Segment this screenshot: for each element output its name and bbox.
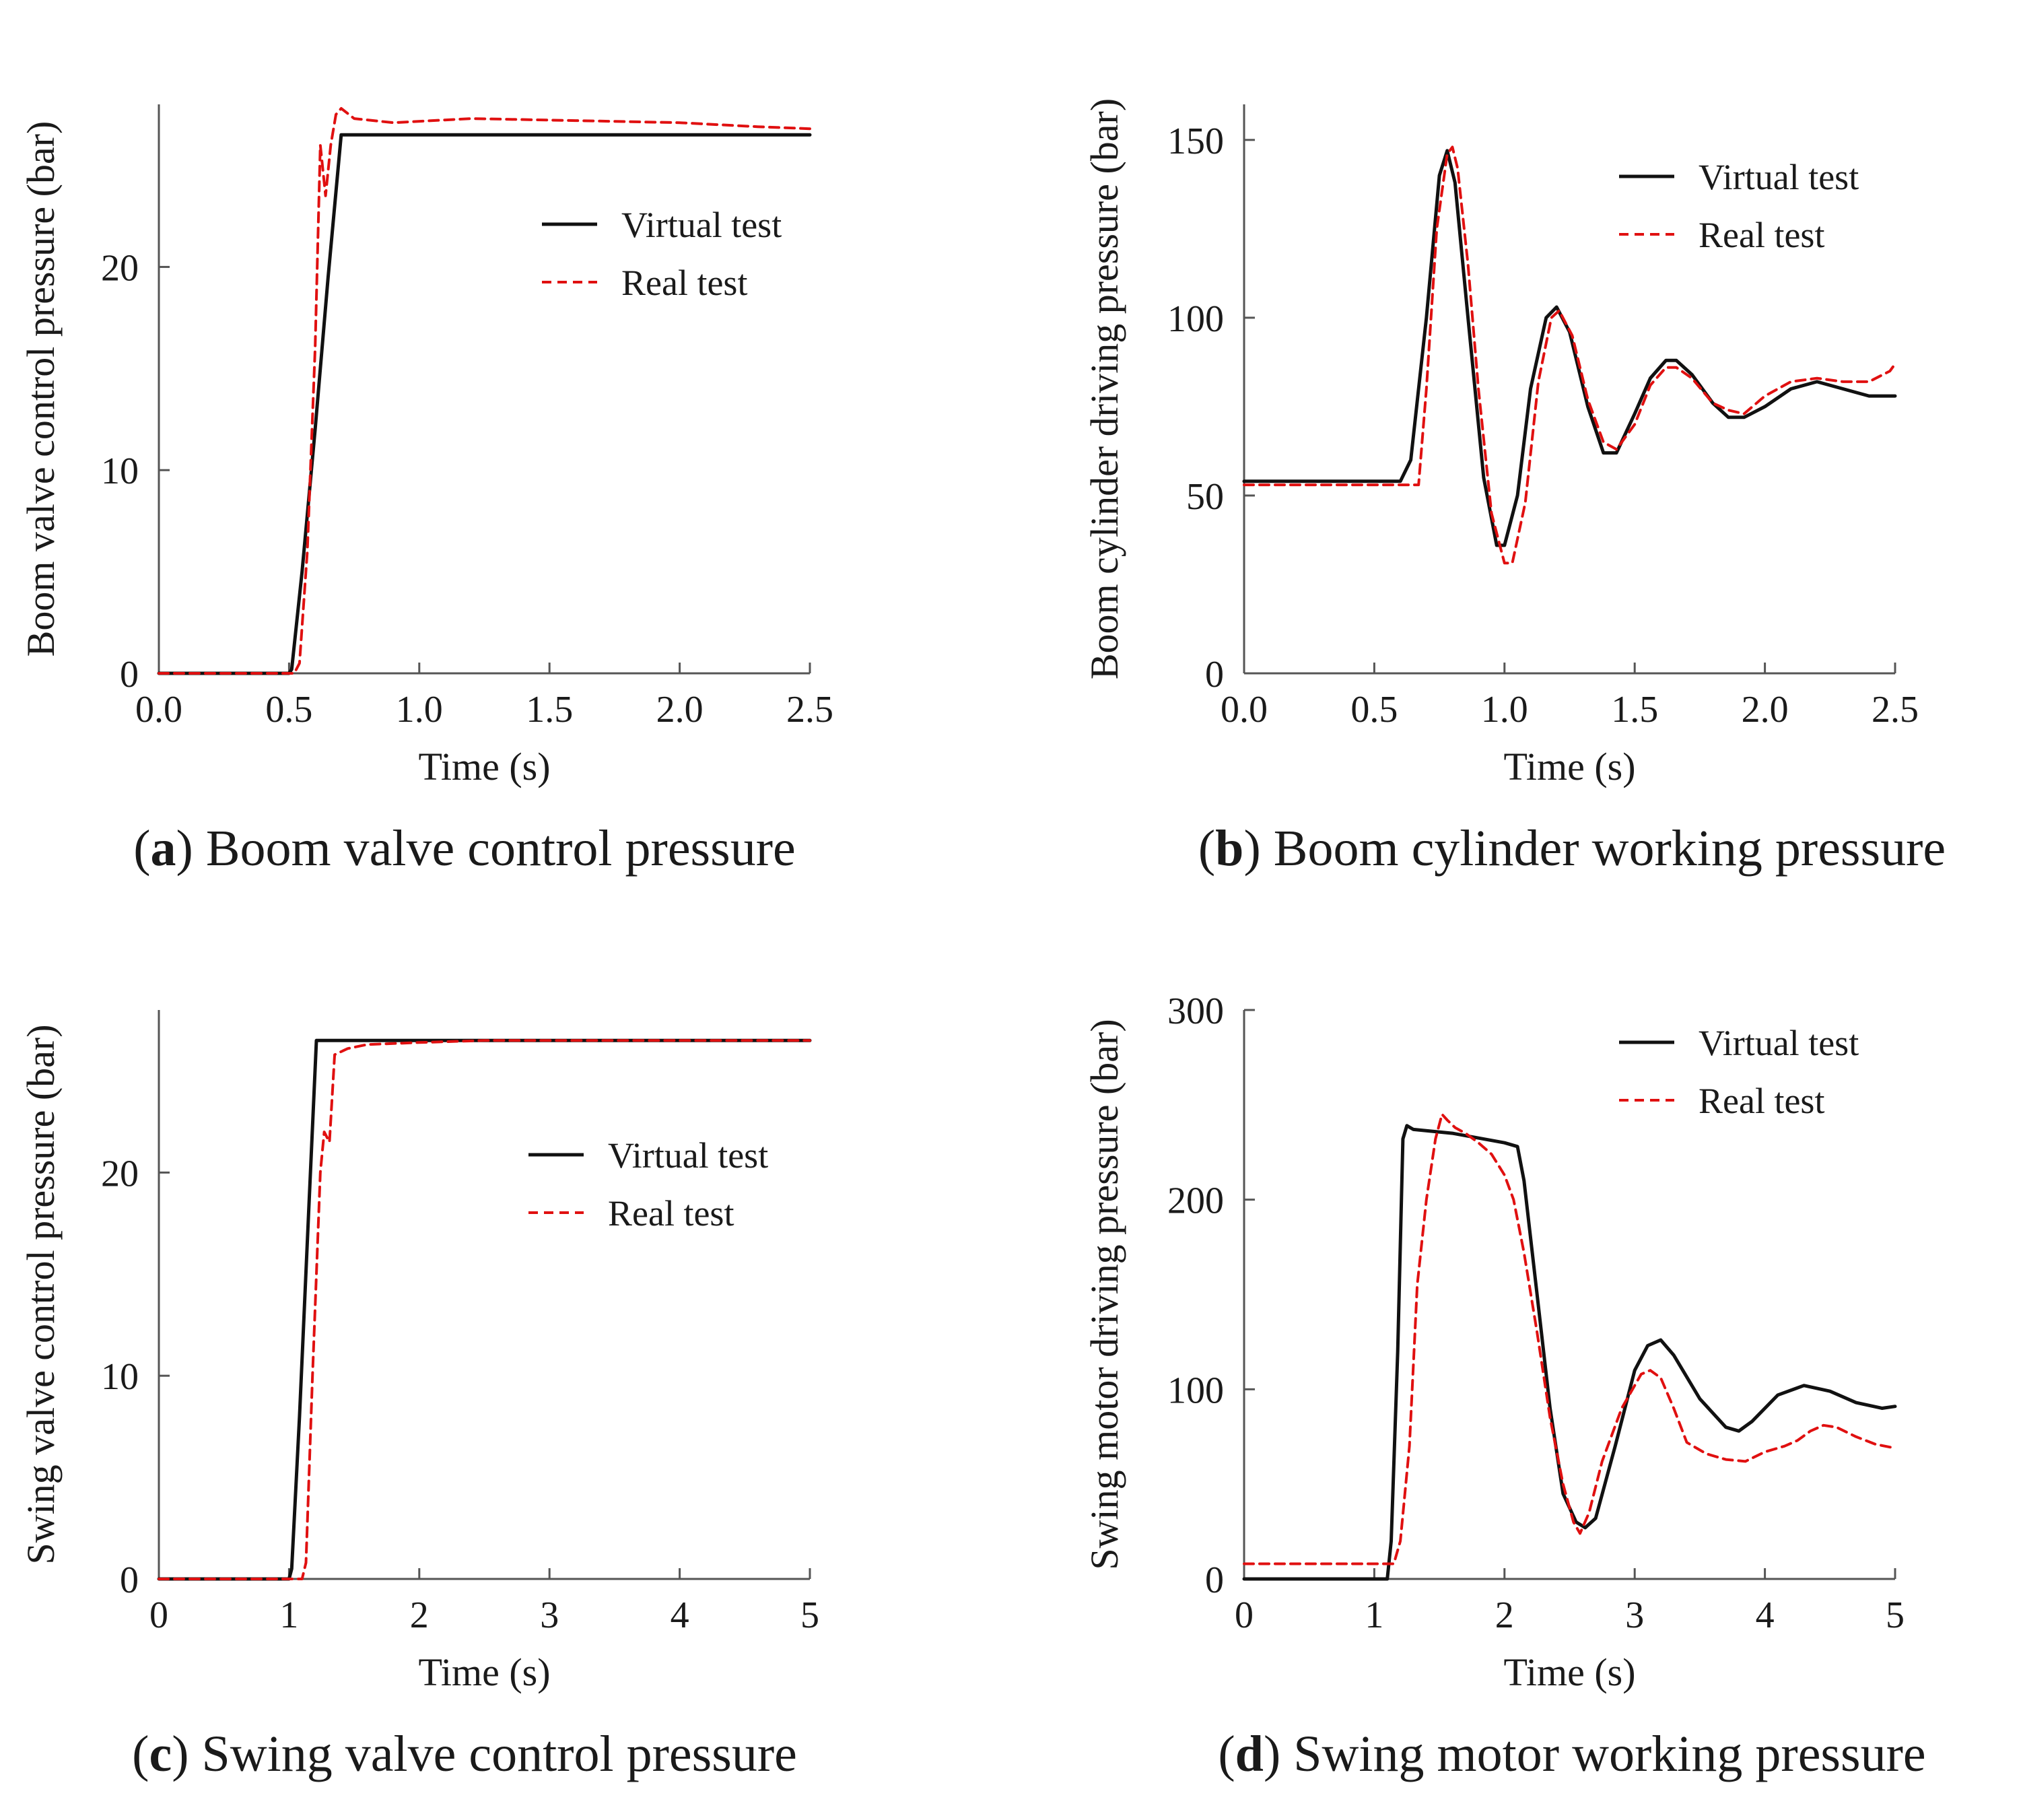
x-tick-label: 0.0: [1221, 689, 1268, 731]
caption-letter: c: [149, 1726, 172, 1782]
y-axis-title: Swing motor driving pressure (bar): [1083, 1019, 1126, 1570]
series-line-real-test: [1243, 1112, 1896, 1565]
y-axis-title: Boom valve control pressure (bar): [19, 121, 63, 657]
series-line-virtual-test: [1242, 149, 1897, 547]
figure-caption: (a) Boom valve control pressure: [133, 820, 796, 877]
x-tick-label: 5: [800, 1594, 819, 1636]
series-line-real-test: [158, 1039, 811, 1580]
caption-paren-close: ): [1264, 1726, 1293, 1782]
figure-caption: (b) Boom cylinder working pressure: [1198, 820, 1946, 877]
caption-paren-close: ): [1243, 820, 1273, 877]
x-tick-label: 1.5: [526, 689, 573, 731]
y-tick-label: 0: [120, 654, 139, 696]
x-tick-label: 2.0: [656, 689, 704, 731]
x-tick-label: 4: [671, 1594, 689, 1636]
x-tick-label: 2: [410, 1594, 429, 1636]
x-tick-label: 1.0: [1481, 689, 1528, 731]
x-tick-label: 5: [1886, 1594, 1905, 1636]
caption-paren-open: (: [1198, 820, 1215, 877]
y-tick-label: 0: [120, 1559, 139, 1601]
x-axis-title: Time (s): [1503, 1650, 1635, 1694]
chart-panel-d: 0 1 2 3 4 5 0 100 200 300 Time (s) Swing motor driv…: [1083, 990, 1926, 1782]
x-tick-label: 3: [1625, 1594, 1644, 1636]
x-tick-label: 4: [1756, 1594, 1775, 1636]
x-tick-label: 1: [279, 1594, 298, 1636]
caption-paren-close: ): [172, 1726, 201, 1782]
y-tick-label: 0: [1205, 654, 1224, 696]
y-tick-label: 0: [1205, 1559, 1224, 1601]
x-tick-label: 2.5: [786, 689, 833, 731]
y-axis-title: Swing valve control pressure (bar): [19, 1024, 63, 1564]
y-tick-label: 20: [101, 247, 139, 289]
caption-paren-open: (: [1218, 1726, 1235, 1782]
legend-label: Real test: [1699, 215, 1824, 255]
y-tick-label: 10: [101, 1356, 139, 1398]
caption-text: Swing motor working pressure: [1293, 1726, 1925, 1782]
y-tick-label: 10: [101, 450, 139, 492]
caption-paren-open: (: [133, 820, 150, 877]
y-tick-label: 100: [1167, 298, 1224, 340]
x-tick-label: 2: [1495, 1594, 1514, 1636]
legend-label: Real test: [1699, 1081, 1824, 1121]
figure-caption: (c) Swing valve control pressure: [132, 1726, 797, 1782]
series-line-virtual-test: [157, 133, 812, 675]
x-tick-label: 0: [1235, 1594, 1254, 1636]
legend-label: Virtual test: [608, 1135, 768, 1176]
series-line-virtual-test: [157, 1038, 812, 1581]
chart-panel-a: 0.0 0.5 1.0 1.5 2.0 2.5 0 10 20 Time (s) Boom valv…: [19, 104, 833, 877]
x-tick-label: 0: [149, 1594, 168, 1636]
caption-letter: b: [1215, 820, 1243, 877]
caption-text: Swing valve control pressure: [202, 1726, 797, 1782]
legend-label: Virtual test: [621, 205, 782, 245]
series-line-real-test: [158, 107, 811, 675]
x-axis-title: Time (s): [418, 745, 550, 788]
caption-paren-close: ): [176, 820, 206, 877]
y-tick-label: 100: [1167, 1370, 1224, 1411]
legend-label: Real test: [608, 1193, 734, 1234]
x-axis-title: Time (s): [1503, 745, 1635, 788]
x-tick-label: 0.5: [265, 689, 312, 731]
x-tick-label: 1.0: [396, 689, 443, 731]
y-tick-label: 20: [101, 1153, 139, 1194]
x-axis-title: Time (s): [418, 1650, 550, 1694]
x-tick-label: 2.5: [1872, 689, 1919, 731]
legend-label: Virtual test: [1699, 157, 1859, 197]
caption-text: Boom cylinder working pressure: [1274, 820, 1946, 877]
chart-panel-c: 0 1 2 3 4 5 0 10 20 Time (s) Swing valve control p…: [19, 1010, 819, 1782]
x-tick-label: 2.0: [1742, 689, 1789, 731]
y-tick-label: 50: [1186, 476, 1224, 518]
y-axis-title: Boom cylinder driving pressure (bar): [1083, 98, 1126, 679]
x-tick-label: 0.5: [1350, 689, 1398, 731]
x-tick-label: 0.0: [135, 689, 182, 731]
chart-panel-b: 0.0 0.5 1.0 1.5 2.0 2.5 0 50 100 150 Time (s) Boom …: [1083, 98, 1946, 877]
x-tick-label: 1.5: [1611, 689, 1658, 731]
series-line-virtual-test: [1242, 1124, 1897, 1581]
x-tick-label: 3: [540, 1594, 559, 1636]
caption-letter: d: [1235, 1726, 1264, 1782]
caption-letter: a: [151, 820, 176, 877]
legend-label: Virtual test: [1699, 1023, 1859, 1063]
y-tick-label: 200: [1167, 1180, 1224, 1222]
figure-caption: (d) Swing motor working pressure: [1218, 1726, 1925, 1782]
y-tick-label: 300: [1167, 990, 1224, 1032]
x-tick-label: 1: [1365, 1594, 1383, 1636]
caption-text: Boom valve control pressure: [206, 820, 796, 877]
series-line-real-test: [1243, 145, 1896, 565]
caption-paren-open: (: [132, 1726, 149, 1782]
legend-label: Real test: [621, 263, 747, 303]
y-tick-label: 150: [1167, 121, 1224, 162]
